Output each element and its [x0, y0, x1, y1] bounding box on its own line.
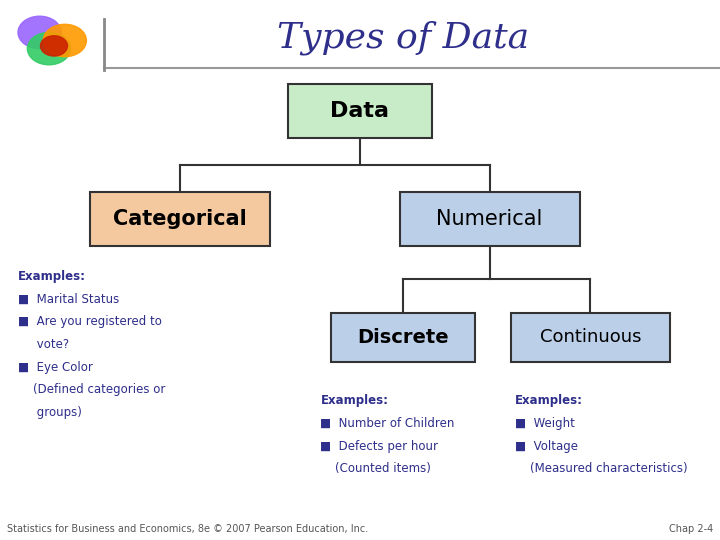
FancyBboxPatch shape — [90, 192, 270, 246]
Circle shape — [27, 32, 71, 65]
Text: groups): groups) — [18, 406, 82, 419]
Text: Examples:: Examples: — [515, 394, 582, 407]
FancyBboxPatch shape — [511, 313, 670, 362]
Circle shape — [18, 16, 61, 49]
Text: ■  Are you registered to: ■ Are you registered to — [18, 315, 162, 328]
Text: ■  Number of Children: ■ Number of Children — [320, 417, 455, 430]
Text: ■  Defects per hour: ■ Defects per hour — [320, 440, 438, 453]
Text: ■  Eye Color: ■ Eye Color — [18, 361, 93, 374]
Text: ■  Weight: ■ Weight — [515, 417, 575, 430]
FancyBboxPatch shape — [288, 84, 432, 138]
Text: Examples:: Examples: — [320, 394, 388, 407]
Text: Categorical: Categorical — [113, 208, 247, 229]
Text: Chap 2-4: Chap 2-4 — [669, 523, 713, 534]
Text: Numerical: Numerical — [436, 208, 543, 229]
Text: (Defined categories or: (Defined categories or — [18, 383, 166, 396]
Circle shape — [43, 24, 86, 57]
Text: Types of Data: Types of Data — [277, 21, 529, 55]
Text: Statistics for Business and Economics, 8e © 2007 Pearson Education, Inc.: Statistics for Business and Economics, 8… — [7, 523, 369, 534]
FancyBboxPatch shape — [331, 313, 475, 362]
Text: Continuous: Continuous — [540, 328, 641, 347]
Text: Examples:: Examples: — [18, 270, 86, 283]
Text: Discrete: Discrete — [357, 328, 449, 347]
Text: Data: Data — [330, 100, 390, 121]
Text: vote?: vote? — [18, 338, 69, 351]
FancyBboxPatch shape — [400, 192, 580, 246]
Circle shape — [40, 36, 68, 56]
Text: ■  Marital Status: ■ Marital Status — [18, 293, 120, 306]
Text: (Counted items): (Counted items) — [320, 462, 431, 475]
Text: ■  Voltage: ■ Voltage — [515, 440, 577, 453]
Text: (Measured characteristics): (Measured characteristics) — [515, 462, 688, 475]
